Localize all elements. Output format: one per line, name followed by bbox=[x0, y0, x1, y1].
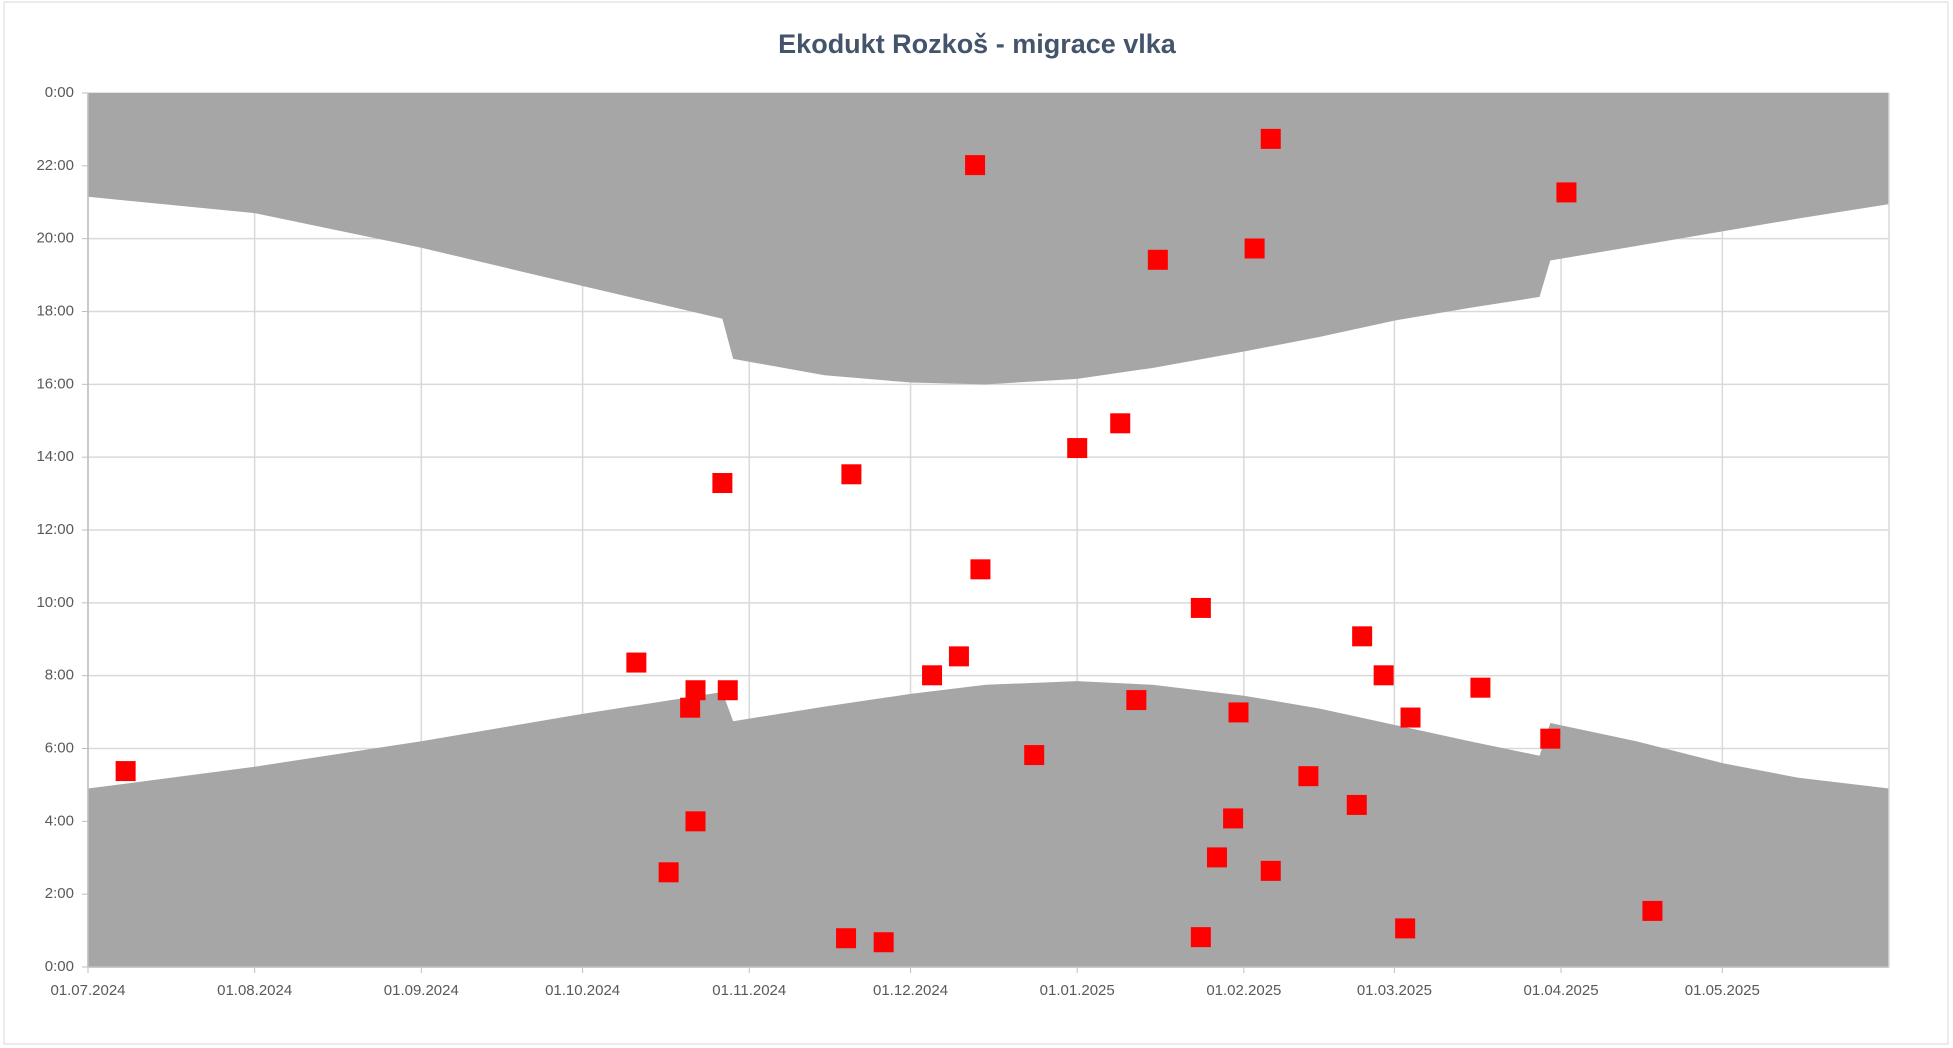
x-tick-label: 01.02.2025 bbox=[1206, 982, 1281, 999]
y-tick-label: 12:00 bbox=[36, 521, 74, 538]
point bbox=[836, 928, 857, 949]
point bbox=[1067, 438, 1088, 459]
y-tick-label: 4:00 bbox=[45, 812, 74, 829]
y-tick-label: 16:00 bbox=[36, 375, 74, 392]
y-tick-label: 6:00 bbox=[45, 739, 74, 756]
point bbox=[1540, 728, 1561, 749]
point bbox=[115, 761, 136, 782]
point bbox=[1244, 238, 1265, 259]
y-tick-label: 10:00 bbox=[36, 594, 74, 611]
y-tick-label: 14:00 bbox=[36, 448, 74, 465]
area bbox=[88, 93, 1889, 385]
x-tick-label: 01.07.2024 bbox=[50, 982, 125, 999]
y-tick-label: 18:00 bbox=[36, 302, 74, 319]
point bbox=[965, 155, 986, 176]
x-tick-label: 01.11.2024 bbox=[712, 982, 786, 999]
point bbox=[1190, 597, 1211, 618]
x-tick-label: 01.09.2024 bbox=[384, 982, 459, 999]
y-tick-label: 20:00 bbox=[36, 230, 74, 247]
point bbox=[1147, 249, 1168, 270]
point bbox=[1206, 847, 1227, 868]
point bbox=[1110, 413, 1131, 434]
x-tick-label: 01.10.2024 bbox=[545, 982, 620, 999]
y-tick-label: 22:00 bbox=[36, 157, 74, 174]
point bbox=[685, 680, 706, 701]
x-tick-label: 01.04.2025 bbox=[1524, 982, 1599, 999]
x-tick-label: 01.03.2025 bbox=[1357, 982, 1432, 999]
point bbox=[1400, 707, 1421, 728]
point bbox=[1228, 702, 1249, 723]
point bbox=[658, 862, 679, 883]
point bbox=[1298, 766, 1319, 787]
point bbox=[1642, 900, 1663, 921]
point bbox=[1373, 665, 1394, 686]
x-tick-label: 01.08.2024 bbox=[217, 982, 292, 999]
area bbox=[88, 681, 1889, 967]
point bbox=[970, 559, 991, 580]
point bbox=[626, 652, 647, 673]
y-tick-label: 0:00 bbox=[45, 958, 74, 975]
point bbox=[1395, 918, 1416, 939]
point bbox=[1223, 808, 1244, 829]
point bbox=[873, 932, 894, 953]
point bbox=[1260, 128, 1281, 149]
point bbox=[1126, 690, 1147, 711]
point bbox=[685, 811, 706, 832]
y-tick-label: 8:00 bbox=[45, 667, 74, 684]
point bbox=[717, 680, 738, 701]
point bbox=[1260, 860, 1281, 881]
y-tick-label: 0:00 bbox=[45, 84, 74, 101]
point bbox=[1556, 182, 1577, 203]
point bbox=[1470, 677, 1491, 698]
point bbox=[948, 646, 969, 667]
point bbox=[1352, 626, 1373, 647]
point bbox=[1024, 745, 1045, 766]
point bbox=[712, 473, 733, 494]
y-tick-label: 2:00 bbox=[45, 885, 74, 902]
point bbox=[841, 464, 862, 485]
point bbox=[680, 697, 701, 718]
chart-title: Ekodukt Rozkoš - migrace vlka bbox=[778, 29, 1177, 59]
point bbox=[922, 665, 943, 686]
point bbox=[1190, 927, 1211, 948]
point bbox=[1346, 794, 1367, 815]
x-tick-label: 01.01.2025 bbox=[1040, 982, 1115, 999]
x-tick-label: 01.12.2024 bbox=[873, 982, 948, 999]
x-tick-label: 01.05.2025 bbox=[1685, 982, 1760, 999]
